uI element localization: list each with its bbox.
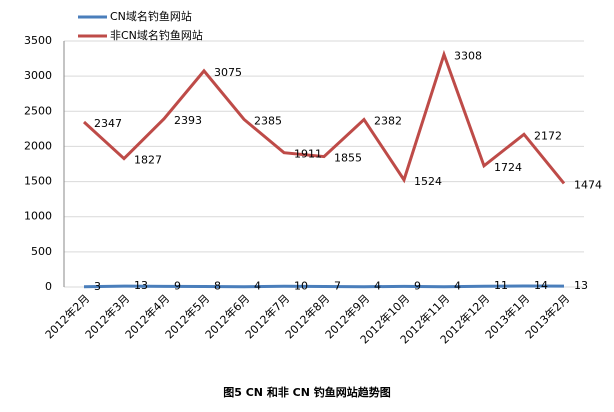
data-label: 3075 <box>214 66 242 79</box>
data-label: 1724 <box>494 161 522 174</box>
data-label: 1911 <box>294 148 322 161</box>
data-label: 1855 <box>334 152 362 165</box>
data-label: 7 <box>334 280 341 293</box>
data-label: 3 <box>94 280 101 293</box>
data-label: 13 <box>134 279 148 292</box>
data-label: 9 <box>414 279 421 292</box>
y-tick-label: 2500 <box>24 104 52 117</box>
legend-label: CN域名钓鱼网站 <box>110 9 192 23</box>
data-label: 14 <box>534 279 548 292</box>
data-label: 2385 <box>254 114 282 127</box>
series-line <box>83 284 565 289</box>
y-tick-label: 1000 <box>24 210 52 223</box>
data-label: 4 <box>254 280 261 293</box>
series-line <box>82 49 566 185</box>
data-label: 1474 <box>574 178 602 191</box>
y-tick-label: 2000 <box>24 139 52 152</box>
data-label: 4 <box>454 280 461 293</box>
data-label: 2347 <box>94 117 122 130</box>
data-label: 11 <box>494 279 508 292</box>
chart-title: 图5 CN 和非 CN 钓鱼网站趋势图 <box>223 385 391 399</box>
data-label: 3308 <box>454 49 482 62</box>
data-label: 2382 <box>374 115 402 128</box>
data-label: 10 <box>294 279 308 292</box>
y-tick-label: 3500 <box>24 34 52 47</box>
data-label: 13 <box>574 279 588 292</box>
data-label: 8 <box>214 279 221 292</box>
y-tick-label: 0 <box>45 280 52 293</box>
data-label: 2393 <box>174 114 202 127</box>
legend-label: 非CN域名钓鱼网站 <box>110 28 203 42</box>
data-label: 1827 <box>134 154 162 167</box>
y-tick-label: 1500 <box>24 175 52 188</box>
y-tick-label: 500 <box>31 245 52 258</box>
data-label: 9 <box>174 279 181 292</box>
data-label: 4 <box>374 280 381 293</box>
data-label: 2172 <box>534 129 562 142</box>
y-tick-label: 3000 <box>24 69 52 82</box>
data-label: 1524 <box>414 175 442 188</box>
